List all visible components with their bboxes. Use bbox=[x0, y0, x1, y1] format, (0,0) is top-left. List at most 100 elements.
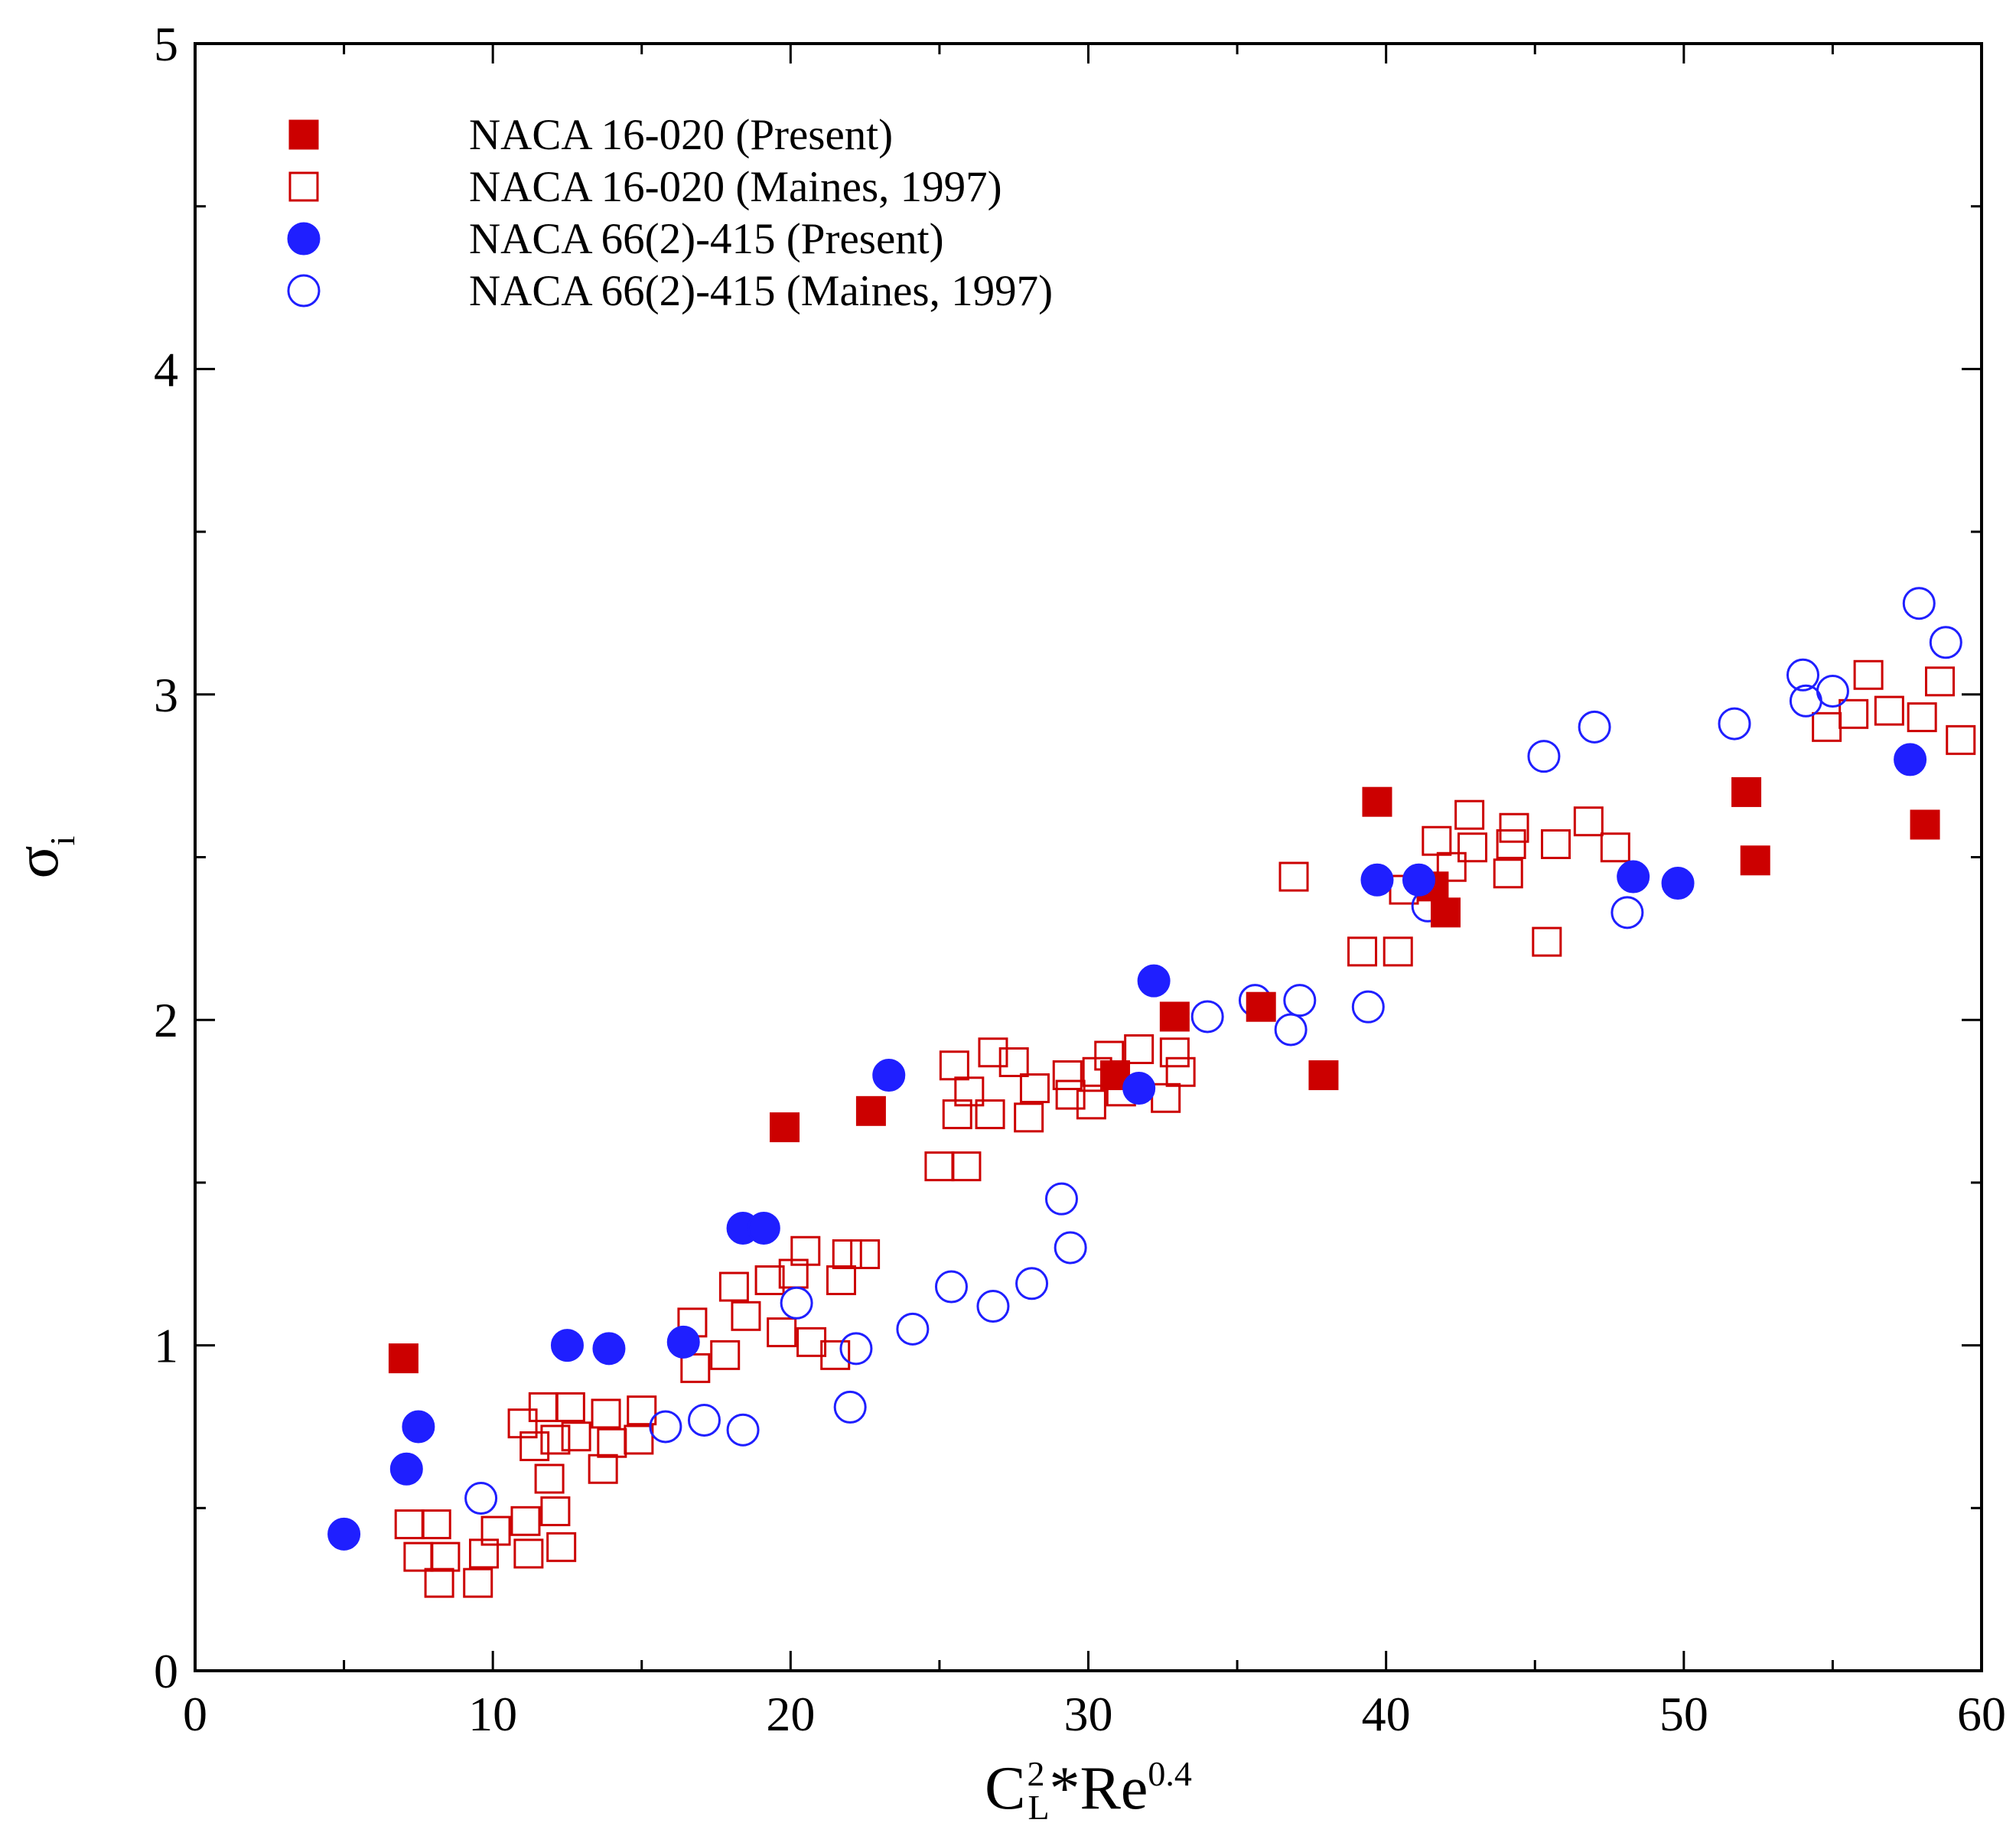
data-point bbox=[464, 1482, 498, 1515]
data-point bbox=[1853, 659, 1884, 690]
data-point bbox=[1052, 1060, 1083, 1091]
data-point bbox=[747, 1211, 780, 1245]
data-point bbox=[627, 1395, 657, 1426]
data-point bbox=[1457, 832, 1488, 863]
data-point bbox=[1910, 809, 1940, 840]
data-point bbox=[896, 1312, 930, 1346]
data-point bbox=[1454, 799, 1485, 830]
data-point bbox=[731, 1300, 761, 1331]
data-point bbox=[1159, 1001, 1190, 1032]
data-point bbox=[555, 1392, 585, 1422]
data-point bbox=[1532, 926, 1562, 957]
data-point bbox=[934, 1270, 968, 1304]
data-point bbox=[978, 1037, 1008, 1068]
data-point bbox=[468, 1538, 499, 1569]
y-tick-label: 0 bbox=[154, 1644, 178, 1698]
data-point bbox=[1611, 896, 1644, 929]
data-point bbox=[1600, 832, 1630, 863]
data-point bbox=[833, 1390, 867, 1424]
legend-item: NACA 66(2)-415 (Present) bbox=[287, 215, 944, 263]
data-point bbox=[1718, 707, 1751, 741]
x-axis-title: C2 L*Re0.4 bbox=[985, 1754, 1192, 1827]
y-tick-label: 1 bbox=[154, 1319, 178, 1373]
data-point bbox=[850, 1239, 881, 1269]
data-point bbox=[1246, 991, 1276, 1022]
data-point bbox=[327, 1517, 361, 1551]
y-axis-title: σi bbox=[4, 836, 82, 879]
data-point bbox=[1055, 1079, 1086, 1110]
data-point bbox=[1137, 964, 1171, 998]
data-point bbox=[1159, 1037, 1190, 1068]
data-point bbox=[1076, 1089, 1106, 1120]
data-point bbox=[954, 1076, 985, 1107]
data-point bbox=[1493, 858, 1523, 889]
data-point bbox=[1360, 863, 1394, 897]
data-point bbox=[597, 1427, 627, 1458]
data-point bbox=[591, 1398, 621, 1429]
data-point bbox=[1740, 845, 1770, 876]
x-title-base-sub: L bbox=[1028, 1788, 1049, 1827]
legend-item: NACA 16-020 (Present) bbox=[288, 111, 893, 159]
data-point bbox=[1308, 1060, 1339, 1091]
legend-marker bbox=[287, 274, 321, 308]
data-point bbox=[1283, 984, 1317, 1017]
data-point bbox=[463, 1567, 493, 1598]
data-point bbox=[780, 1286, 813, 1320]
data-point bbox=[389, 1452, 423, 1486]
data-point bbox=[388, 1343, 419, 1374]
data-point bbox=[1124, 1034, 1155, 1064]
data-point bbox=[624, 1424, 654, 1455]
y-tick-label: 5 bbox=[154, 17, 178, 71]
data-point bbox=[1362, 786, 1392, 817]
data-point bbox=[421, 1509, 451, 1540]
data-point bbox=[1122, 1072, 1156, 1105]
data-point bbox=[394, 1509, 425, 1540]
data-point bbox=[826, 1265, 856, 1296]
data-point bbox=[649, 1410, 682, 1444]
data-point bbox=[1874, 695, 1904, 726]
data-point bbox=[592, 1332, 626, 1366]
data-point bbox=[540, 1424, 571, 1455]
y-tick-label: 2 bbox=[154, 993, 178, 1047]
data-point bbox=[687, 1403, 721, 1437]
x-title-mid: *Re bbox=[1050, 1755, 1148, 1822]
data-point bbox=[1617, 860, 1650, 894]
data-point bbox=[832, 1239, 862, 1269]
data-point bbox=[534, 1463, 565, 1494]
data-point bbox=[507, 1408, 538, 1439]
y-tick-label: 3 bbox=[154, 668, 178, 722]
y-title-base: σ bbox=[4, 845, 71, 878]
series-3 bbox=[327, 743, 1927, 1551]
data-point bbox=[1661, 867, 1695, 900]
data-point bbox=[1274, 1013, 1308, 1047]
data-point bbox=[820, 1340, 851, 1370]
legend-item: NACA 66(2)-415 (Maines, 1997) bbox=[287, 267, 1053, 315]
data-point bbox=[1946, 724, 1976, 755]
data-point bbox=[1499, 812, 1529, 843]
data-point bbox=[1578, 710, 1611, 744]
data-point bbox=[1054, 1231, 1087, 1265]
data-point bbox=[718, 1271, 749, 1302]
data-point bbox=[402, 1410, 435, 1444]
data-point bbox=[1436, 851, 1467, 882]
data-point bbox=[1014, 1102, 1044, 1133]
data-point bbox=[942, 1099, 972, 1130]
legend-item: NACA 16-020 (Maines, 1997) bbox=[288, 163, 1002, 211]
x-tick-label: 30 bbox=[1064, 1687, 1113, 1741]
data-point bbox=[1894, 743, 1927, 776]
data-point bbox=[998, 1047, 1029, 1078]
data-point bbox=[519, 1431, 550, 1461]
data-point bbox=[1402, 863, 1435, 897]
legend-label: NACA 16-020 (Maines, 1997) bbox=[469, 163, 1002, 211]
data-point bbox=[872, 1059, 906, 1092]
data-point bbox=[790, 1235, 821, 1266]
x-tick-label: 10 bbox=[468, 1687, 517, 1741]
plot-frame bbox=[194, 42, 1983, 1672]
data-point bbox=[680, 1353, 711, 1383]
data-point bbox=[550, 1329, 584, 1362]
legend-label: NACA 66(2)-415 (Present) bbox=[469, 215, 944, 263]
legend: NACA 16-020 (Present)NACA 16-020 (Maines… bbox=[287, 111, 1053, 315]
data-point bbox=[1907, 702, 1937, 733]
data-point bbox=[976, 1290, 1010, 1323]
legend-label: NACA 16-020 (Present) bbox=[469, 111, 893, 159]
